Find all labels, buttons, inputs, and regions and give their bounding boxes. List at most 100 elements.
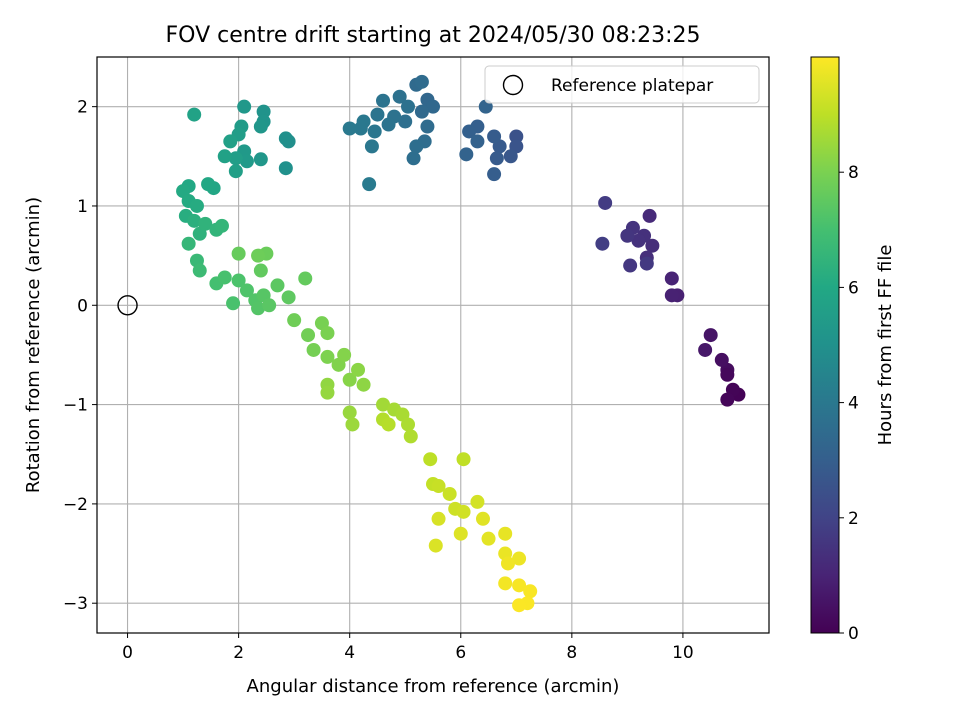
reference-marker-layer (117, 295, 138, 316)
data-point (398, 114, 413, 129)
y-axis-ticks: −3 −2 −1 0 1 2 (63, 98, 97, 614)
data-point (381, 117, 396, 132)
colorbar: 0 2 4 6 8 Hours from first FF file (810, 56, 896, 644)
data-point (287, 313, 302, 328)
data-point (237, 99, 252, 114)
y-tick-label: −3 (63, 594, 88, 614)
data-point (226, 296, 241, 311)
data-point (231, 273, 246, 288)
data-point (498, 576, 513, 591)
data-point (239, 283, 254, 298)
data-point (231, 246, 246, 261)
data-point (489, 151, 504, 166)
data-point (401, 99, 416, 114)
legend-label: Reference platepar (551, 76, 713, 96)
data-point (509, 129, 524, 144)
data-point (278, 131, 293, 146)
colorbar-tick-label: 6 (848, 278, 859, 298)
data-point (256, 104, 271, 119)
data-point (362, 177, 377, 192)
data-point (481, 531, 496, 546)
x-axis-ticks: 0 2 4 6 8 10 (122, 633, 694, 663)
data-point (376, 93, 391, 108)
data-point (403, 429, 418, 444)
data-point (456, 452, 471, 467)
data-point (239, 154, 254, 169)
x-axis-label: Angular distance from reference (arcmin) (247, 676, 620, 697)
data-point (523, 584, 538, 599)
data-point (401, 417, 416, 432)
data-point (703, 328, 718, 343)
data-point (306, 342, 321, 357)
y-axis-label: Rotation from reference (arcmin) (23, 197, 44, 493)
data-point (353, 121, 368, 136)
data-point (262, 298, 277, 313)
data-point (253, 152, 268, 167)
data-point (470, 494, 485, 509)
data-point (420, 119, 435, 134)
y-tick-label: −1 (63, 396, 88, 416)
data-point (251, 301, 266, 316)
data-point (270, 278, 285, 293)
data-point (223, 134, 238, 149)
data-point (198, 216, 213, 231)
colorbar-ticks: 0 2 4 6 8 (839, 163, 859, 644)
data-point (470, 134, 485, 149)
legend: Reference platepar (484, 65, 760, 104)
y-tick-label: −2 (63, 495, 88, 515)
reference-platepar-marker (117, 295, 138, 316)
data-point (426, 99, 440, 114)
y-tick-label: 0 (77, 296, 88, 316)
data-point (217, 149, 232, 164)
data-point (414, 104, 429, 119)
data-point (503, 149, 518, 164)
data-point (406, 151, 421, 166)
data-point (181, 236, 196, 251)
data-point (298, 271, 313, 286)
data-point (720, 392, 735, 407)
data-point (414, 74, 429, 89)
data-point (645, 238, 660, 253)
grid (97, 57, 769, 633)
data-point (664, 271, 679, 286)
data-point (487, 129, 502, 144)
data-point (251, 248, 266, 263)
legend-box (484, 65, 760, 104)
data-point (500, 556, 515, 571)
x-tick-label: 2 (233, 643, 244, 663)
data-point (598, 195, 613, 210)
data-point (595, 236, 610, 251)
data-point (456, 504, 471, 519)
data-point (409, 139, 424, 154)
data-point (253, 263, 268, 278)
data-point (342, 121, 357, 136)
chart-title: FOV centre drift starting at 2024/05/30 … (166, 23, 701, 48)
data-point (623, 258, 638, 273)
legend-marker-icon (502, 74, 524, 96)
data-point (487, 167, 502, 182)
data-point (342, 372, 357, 387)
data-point (364, 139, 379, 154)
data-point (714, 352, 729, 367)
data-point (459, 147, 474, 162)
data-point (342, 405, 357, 420)
data-points (176, 74, 746, 613)
data-point (187, 213, 202, 228)
x-tick-label: 6 (455, 643, 466, 663)
data-point (351, 362, 366, 377)
data-point (631, 233, 646, 248)
colorbar-label: Hours from first FF file (875, 245, 896, 446)
data-point (320, 349, 335, 364)
colorbar-tick-label: 8 (848, 163, 859, 183)
data-point (228, 151, 243, 166)
data-point (498, 526, 513, 541)
data-point (356, 377, 371, 392)
data-point (370, 107, 385, 122)
data-point (367, 124, 382, 139)
y-tick-label: 1 (77, 197, 88, 217)
data-point (214, 218, 229, 233)
data-point (301, 328, 316, 343)
data-point (228, 164, 243, 179)
x-tick-label: 4 (344, 643, 355, 663)
